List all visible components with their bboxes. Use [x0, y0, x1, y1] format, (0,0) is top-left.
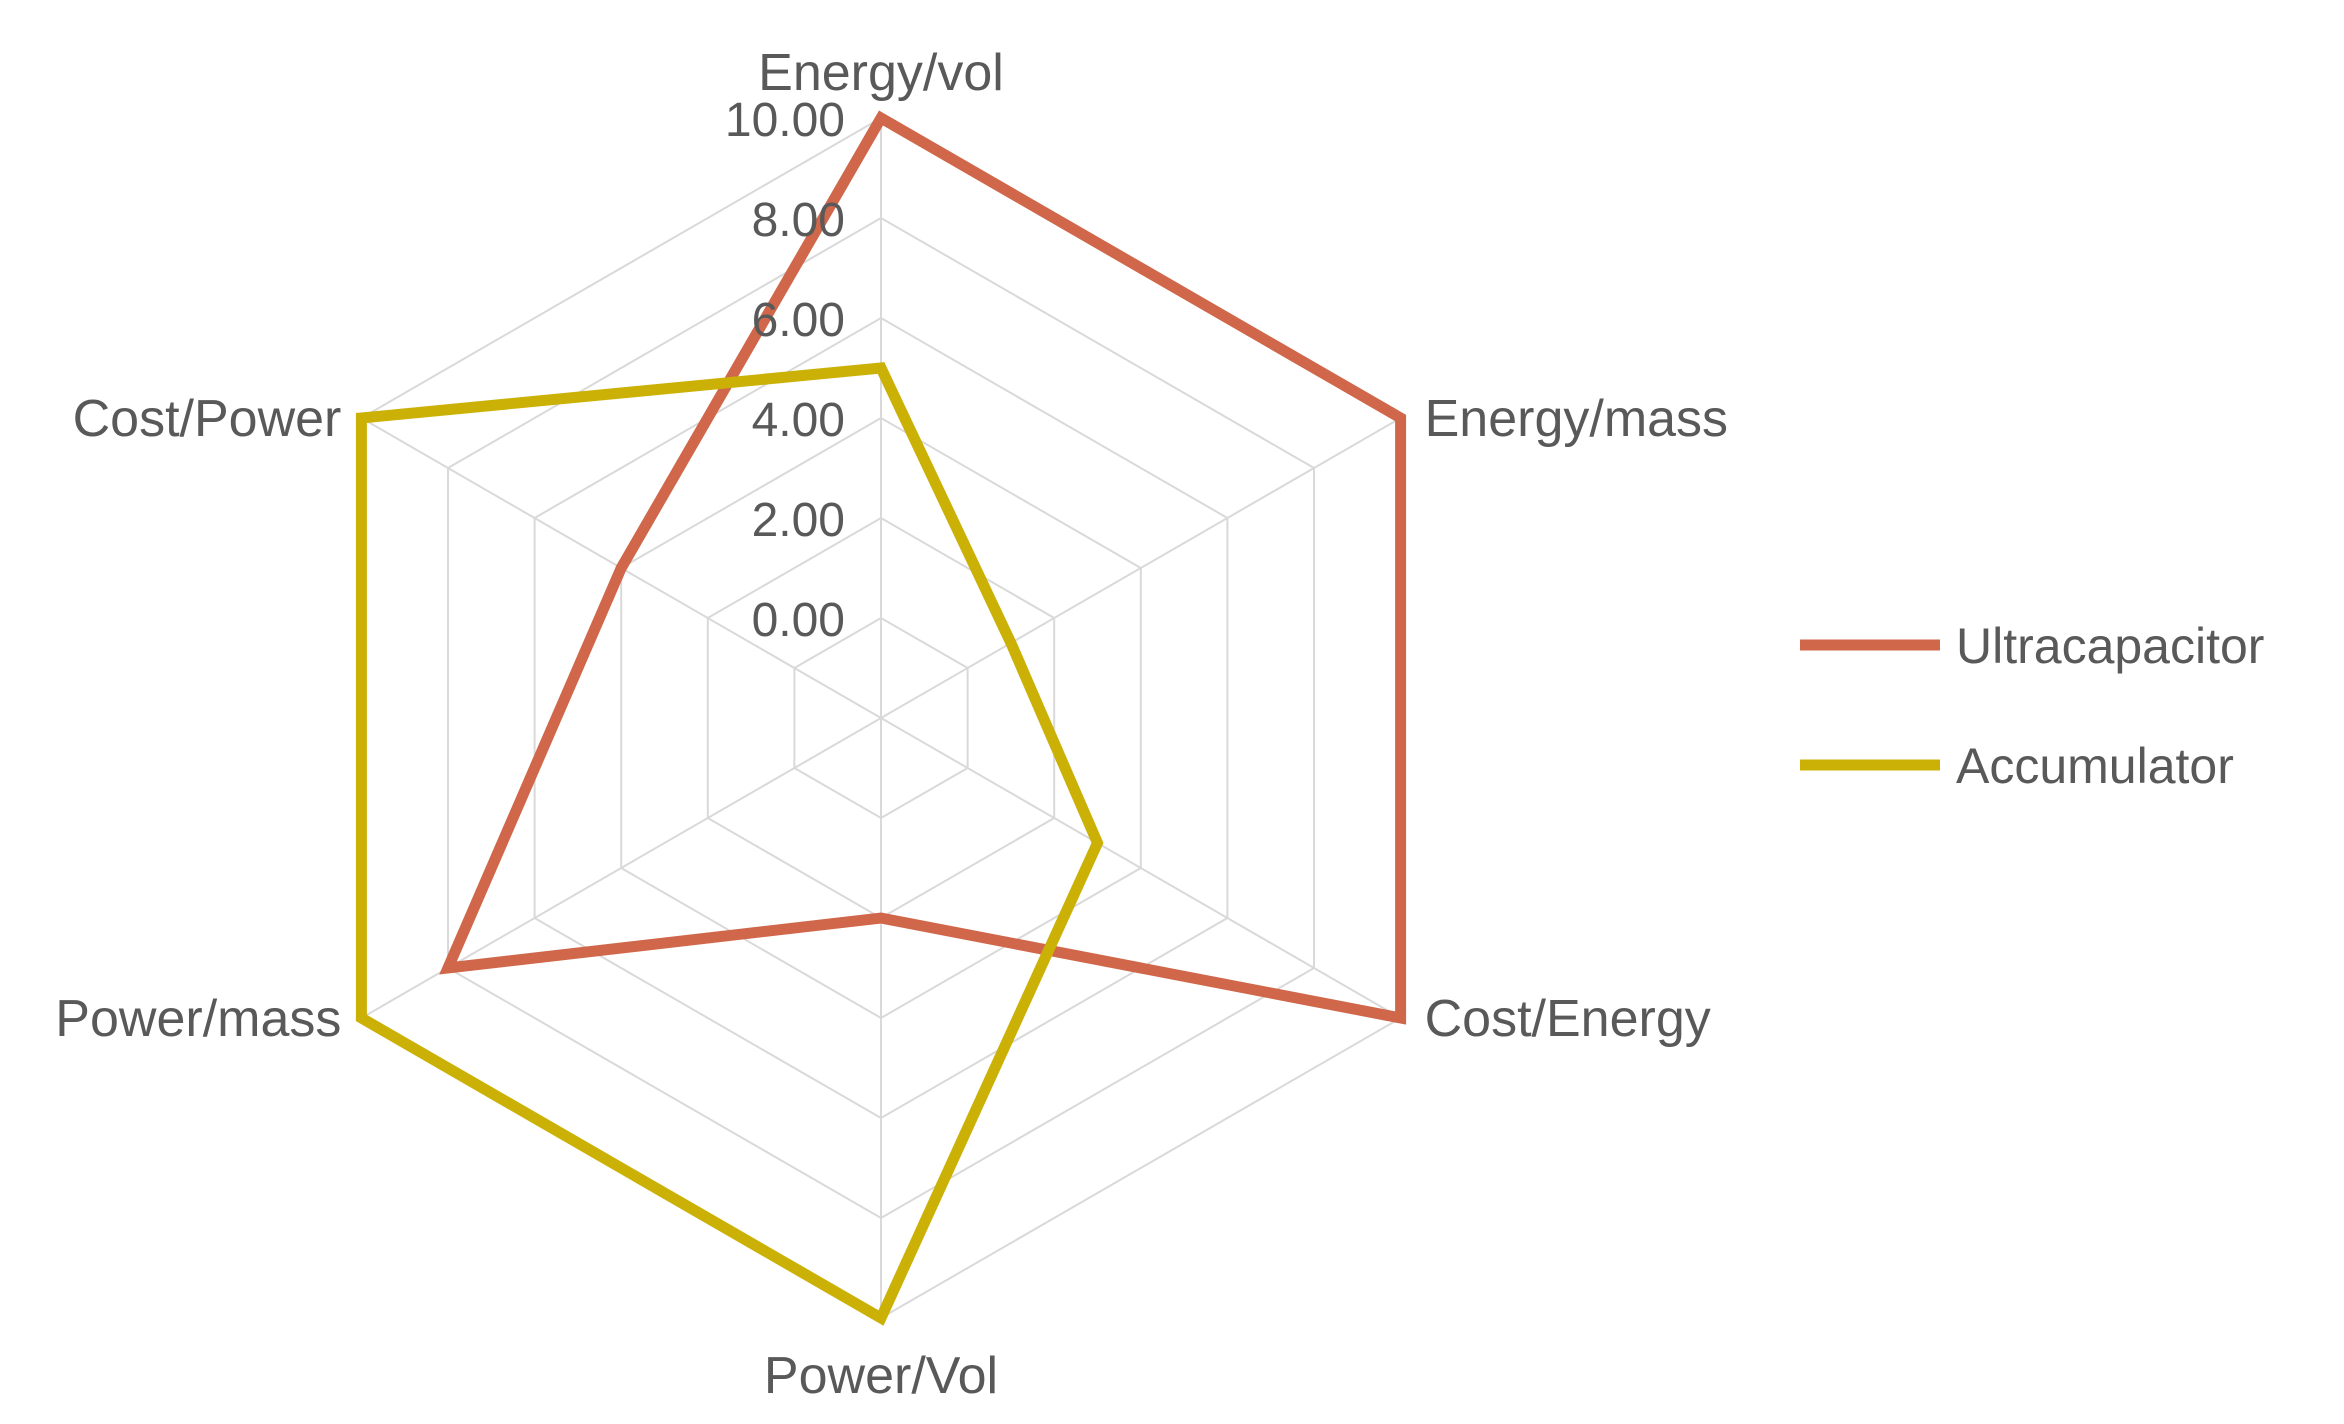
legend-label-ultracapacitor: Ultracapacitor	[1956, 618, 2264, 674]
grid-spoke-2	[880, 717, 1402, 1019]
axis-label-layer: Energy/vol Energy/mass Cost/Energy Power/Vo…	[55, 44, 1728, 1405]
legend-label-accumulator: Accumulator	[1956, 738, 2234, 794]
category-label-cost-energy: Cost/Energy	[1425, 990, 1711, 1048]
grid-spoke-1	[880, 417, 1402, 719]
r-tick-label: 4.00	[752, 394, 845, 447]
category-label-power-vol: Power/Vol	[764, 1347, 998, 1405]
category-label-energy-mass: Energy/mass	[1425, 390, 1728, 448]
series-layer	[355, 110, 1407, 1326]
r-tick-label: 6.00	[752, 294, 845, 347]
tick-label-layer: 0.00 2.00 4.00 6.00 8.00 10.00	[725, 94, 845, 647]
r-tick-label: 0.00	[752, 594, 845, 647]
legend: Ultracapacitor Accumulator	[1800, 618, 2264, 794]
category-label-energy-vol: Energy/vol	[758, 44, 1004, 102]
series-line-ultracapacitor	[439, 110, 1407, 1025]
grid-layer	[360, 116, 1402, 1320]
r-tick-label: 8.00	[752, 194, 845, 247]
r-tick-label: 10.00	[725, 94, 845, 147]
category-label-power-mass: Power/mass	[55, 990, 341, 1048]
series-line-accumulator	[355, 362, 1104, 1326]
category-label-cost-power: Cost/Power	[73, 390, 342, 448]
r-tick-label: 2.00	[752, 494, 845, 547]
